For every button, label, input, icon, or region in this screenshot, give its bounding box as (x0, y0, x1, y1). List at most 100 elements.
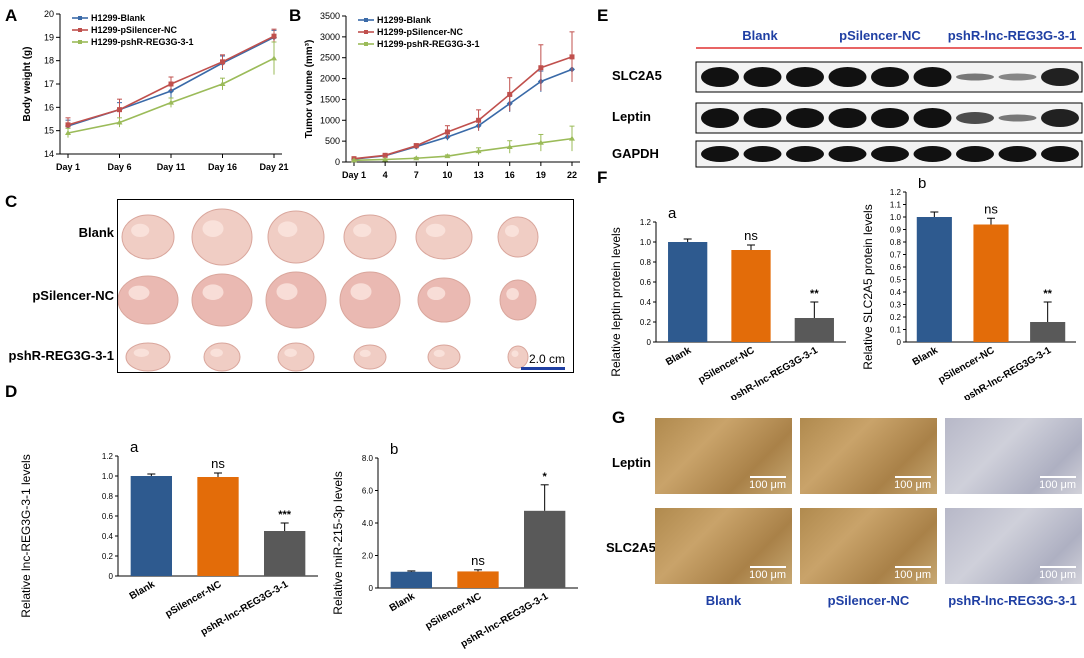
data-point (116, 119, 123, 125)
y-tick-label: 8.0 (362, 454, 374, 463)
tumor-sample (415, 214, 473, 260)
x-tick-label: 4 (383, 170, 388, 180)
y-tick-label: 1.1 (890, 201, 902, 210)
y-tick-label: 0 (335, 157, 340, 167)
wb-row-leptin: Leptin (612, 109, 651, 124)
tumor-sample (265, 271, 327, 329)
y-tick-label: 1000 (320, 115, 340, 125)
blot-band (743, 108, 782, 128)
x-tick-label: Blank (911, 345, 940, 368)
y-tick-label: 0.6 (640, 278, 652, 287)
photo-row-nc: pSilencer-NC (32, 288, 114, 303)
y-axis-label: Tumor volume (mm³) (304, 40, 315, 139)
tumor-sample (277, 342, 315, 372)
y-tick-label: 0 (109, 572, 114, 581)
significance-label: ns (211, 456, 225, 471)
tumor-sample (203, 342, 241, 372)
significance-label: ns (744, 228, 758, 243)
y-axis-label: Relative lnc-REG3G-3-1 levels (19, 454, 33, 617)
data-point (382, 156, 389, 162)
blot-band (701, 67, 739, 87)
ihc-col-shr: pshR-lnc-REG3G-3-1 (948, 593, 1077, 608)
y-tick-label: 0.2 (102, 552, 114, 561)
bar (264, 531, 306, 576)
ihc-slc2a5-blank: 100 μm (655, 508, 792, 584)
y-tick-label: 0.8 (102, 492, 114, 501)
panel-label-a: A (5, 6, 18, 25)
tumor-highlight (277, 221, 298, 237)
wb-group-nc: pSilencer-NC (839, 28, 921, 43)
legend-marker (364, 30, 368, 34)
blot-band (956, 146, 994, 162)
bar (668, 242, 708, 342)
tumor-highlight (128, 285, 150, 300)
ihc-col-nc: pSilencer-NC (827, 593, 910, 608)
y-tick-label: 0 (897, 338, 902, 347)
legend-label: H1299-Blank (377, 15, 432, 25)
x-tick-label: Day 1 (342, 170, 366, 180)
y-tick-label: 0.1 (890, 326, 902, 335)
blot-band (786, 67, 824, 87)
y-tick-label: 0 (369, 584, 374, 593)
tumor-highlight (210, 348, 223, 357)
y-tick-label: 0.7 (890, 251, 902, 260)
tumor-sample (499, 279, 537, 321)
y-tick-label: 1.0 (640, 238, 652, 247)
y-tick-label: 15 (44, 126, 54, 136)
data-point (413, 155, 420, 161)
chart-leptin-protein: 0 0.2 0.4 0.6 0.8 1.0 1.2 Blank ns pSilencer-NC **… (609, 205, 846, 400)
y-tick-label: 0.5 (890, 276, 902, 285)
photo-row-shr: pshR-REG3G-3-1 (8, 348, 114, 363)
data-point (476, 117, 482, 123)
tumor-sample (427, 344, 461, 370)
y-tick-label: 1.2 (102, 452, 114, 461)
ihc-leptin-blank: 100 μm (655, 418, 792, 494)
legend-label: H1299-pshR-REG3G-3-1 (91, 37, 194, 47)
blot-band (743, 67, 782, 87)
y-tick-label: 0.9 (890, 226, 902, 235)
bar (731, 250, 771, 342)
x-tick-label: Day 1 (56, 162, 80, 172)
y-tick-label: 0.8 (640, 258, 652, 267)
series-line (353, 137, 573, 162)
data-point (475, 148, 482, 154)
ihc-leptin-shr: 100 μm (945, 418, 1082, 494)
panel-label-b: B (289, 6, 302, 25)
y-tick-label: 0.8 (890, 238, 902, 247)
tumor-sample (497, 216, 539, 258)
data-point (538, 65, 544, 71)
data-point (507, 91, 513, 97)
y-tick-label: 18 (44, 56, 54, 66)
tumor-highlight (505, 225, 519, 237)
blot-band (871, 67, 909, 87)
panel-label-f: F (597, 168, 608, 187)
data-point (271, 33, 277, 39)
bar (973, 224, 1009, 342)
bar (197, 477, 239, 576)
legend-marker (78, 40, 82, 44)
x-tick-label: 19 (536, 170, 546, 180)
tumor-highlight (427, 286, 446, 300)
subpanel-label: a (130, 439, 139, 456)
data-point (117, 107, 122, 113)
y-tick-label: 1.0 (102, 472, 114, 481)
blot-band (956, 73, 994, 81)
legend-label: H1299-pshR-REG3G-3-1 (377, 39, 480, 49)
x-tick-label: Blank (664, 345, 693, 368)
y-axis-label: Relative leptin protein levels (609, 227, 623, 376)
blot-band (828, 67, 867, 87)
tumor-sample (343, 214, 397, 260)
y-tick-label: 20 (44, 9, 54, 19)
data-point (413, 143, 419, 149)
y-tick-label: 0.2 (640, 318, 652, 327)
bar (1030, 322, 1066, 342)
blot-band (913, 146, 952, 162)
tumor-sample (117, 275, 179, 325)
data-point (569, 135, 575, 141)
blot-band (743, 146, 782, 162)
x-tick-label: Day 11 (157, 162, 186, 172)
western-blot: Blank pSilencer-NC pshR-lnc-REG3G-3-1 SL… (600, 20, 1084, 170)
significance-label: ** (1043, 288, 1052, 300)
y-tick-label: 19 (44, 32, 54, 42)
x-tick-label: pSilencer-NC (424, 591, 484, 632)
